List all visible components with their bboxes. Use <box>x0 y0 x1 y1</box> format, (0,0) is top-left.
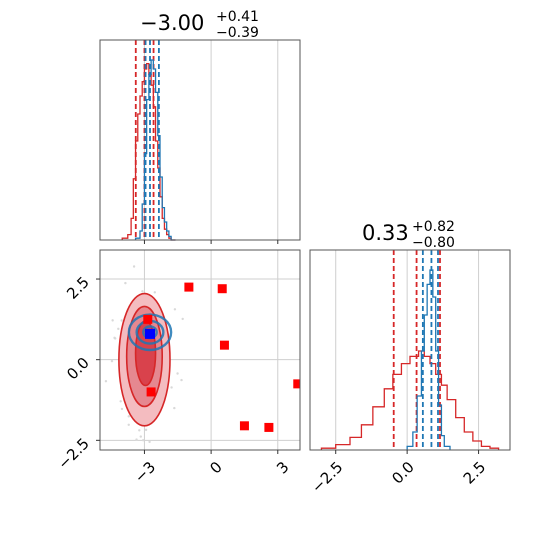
red-square-1 <box>217 284 227 294</box>
sample-dot <box>117 327 120 331</box>
title-y-median: 0.33 <box>362 221 409 245</box>
sample-dot <box>113 337 117 340</box>
blue-square <box>145 328 155 339</box>
scatter-panel: −3 0 3 −2.5 0.0 2.5 <box>54 249 301 486</box>
hist-y-series-1 <box>406 269 451 450</box>
sample-dot <box>119 400 122 403</box>
red-square-0 <box>184 282 194 292</box>
sample-dot <box>138 429 141 432</box>
sample-dot <box>153 291 156 294</box>
sample-dot <box>111 319 114 322</box>
sample-dot <box>141 438 145 442</box>
sample-dot <box>104 380 108 383</box>
hist-y-frame <box>309 249 511 451</box>
red-square-3 <box>293 379 300 389</box>
sample-dot <box>120 407 124 411</box>
hist-y-series-0 <box>320 350 500 450</box>
red-square-2 <box>219 340 229 350</box>
hist-x-series-1 <box>134 59 176 241</box>
scatter-ytick-label-2: 2.5 <box>63 273 93 303</box>
red-square-7 <box>143 314 153 324</box>
scatter-xtick-label-1: 0 <box>206 458 225 477</box>
sample-dot <box>127 423 130 426</box>
sample-dot <box>127 415 130 418</box>
red-square-5 <box>264 422 274 432</box>
sample-dot <box>176 372 179 375</box>
title-x-minus: −0.39 <box>216 25 259 41</box>
hist-y-tick-label-2: 2.5 <box>460 458 490 488</box>
sample-dot <box>124 281 127 285</box>
hist-y-tick-label-1: 0.0 <box>388 458 418 488</box>
scatter-ytick-label-0: −2.5 <box>54 434 92 472</box>
scatter-plot-area <box>100 250 300 450</box>
title-x-plus: +0.41 <box>216 9 259 25</box>
sample-dot <box>120 319 123 322</box>
histogram-panel-y: 0.33 +0.82 −0.80 −2.5 0.0 2.5 <box>308 219 511 497</box>
sample-dot <box>170 386 173 389</box>
sample-dot <box>135 438 138 441</box>
scatter-ytick-label-1: 0.0 <box>63 354 93 384</box>
red-square-6 <box>146 387 156 397</box>
sample-dot <box>148 440 151 444</box>
sample-dot <box>110 359 114 363</box>
sample-dot <box>173 406 176 410</box>
scatter-frame <box>99 249 301 451</box>
sample-dot <box>144 428 148 432</box>
title-x-median: −3.00 <box>140 11 204 35</box>
scatter-xtick-label-2: 3 <box>273 458 292 477</box>
scatter-xtick-label-0: −3 <box>131 458 159 486</box>
sample-dot <box>173 308 177 311</box>
title-y-minus: −0.80 <box>412 235 455 251</box>
sample-dot <box>132 265 136 268</box>
sample-dot <box>181 317 184 321</box>
sample-dot <box>141 290 144 293</box>
red-square-4 <box>239 421 249 431</box>
blue-contour-0 <box>127 313 173 352</box>
hist-y-tick-label-0: −2.5 <box>308 458 346 496</box>
histogram-panel-x: −3.00 +0.41 −0.39 <box>99 9 301 244</box>
sample-dot <box>139 435 142 438</box>
title-y-plus: +0.82 <box>412 219 455 235</box>
hist-x-frame <box>99 39 301 241</box>
sample-dot <box>180 378 183 382</box>
